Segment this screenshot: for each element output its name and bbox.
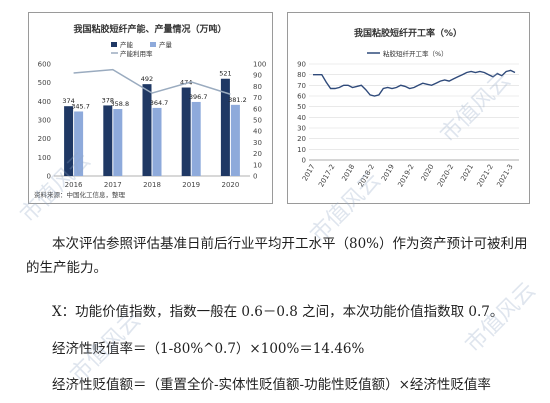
bar-capacity [220,78,230,176]
figure-source: 资料来源：中国化工信息，整理 [34,190,126,199]
paragraph-economic-depreciation-amount: 经济性贬值额＝（重置全价-实体性贬值额-功能性贬值额）×经济性贬值率 [52,377,491,393]
bar-label-output: 358.8 [110,100,129,108]
bar-label-output: 381.2 [228,96,247,104]
bar-output [152,107,162,176]
y-tick-label: 60 [297,93,306,101]
bar-label-output: 364.7 [150,99,169,107]
legend-swatch-capacity [111,42,117,47]
legend-swatch-output [150,42,156,47]
y-tick-label: 80 [297,71,306,79]
y-tick-label: 10 [297,146,306,154]
y-tick-label: 100 [38,154,51,162]
y-tick-label: 20 [297,135,306,143]
bar-label-capacity: 374 [62,97,74,105]
x-tick-label: 2019 [182,181,200,189]
legend-rate: 粘胶短纤开工率（%） [383,49,448,58]
legend-output: 产量 [159,40,173,49]
y2-tick-label: 30 [253,139,262,147]
bar-capacity [181,87,191,176]
y-tick-label: 90 [297,61,306,69]
capacity-output-figure: 我国粘胶短纤产能、产量情况（万吨） 产能 产量 产能利用率 0 100 200 300… [28,12,273,204]
bar-label-capacity: 474 [180,79,192,87]
bar-label-output: 345.7 [71,102,90,110]
bar-output [74,111,84,176]
bar-capacity [64,106,74,176]
paragraph-function-index: X：功能价值指数，指数一般在 0.6－0.8 之间，本次功能价值指数取 0.7。 [52,304,504,320]
bar-label-output: 396.7 [189,93,208,101]
y-tick-label: 400 [38,98,51,106]
y2-tick-label: 100 [253,61,266,69]
y2-tick-label: 70 [253,94,262,102]
y-tick-label: 30 [297,125,306,133]
y-tick-label: 0 [302,157,306,165]
bar-capacity [103,105,113,176]
x-tick-label: 2017 [104,181,122,189]
y2-tick-label: 0 [253,173,257,181]
x-tick-label: 2018 [143,181,161,189]
y-tick-label: 200 [38,135,51,143]
y2-tick-label: 90 [253,72,262,80]
y2-tick-label: 10 [253,161,262,169]
bar-label-capacity: 492 [141,75,153,83]
x-tick-label: 2020 [221,181,239,189]
chart-legend: 产能 产量 产能利用率 [111,40,173,58]
bar-output [230,104,240,176]
bar-output [191,101,201,176]
bar-label-capacity: 521 [219,70,231,78]
utilization-rate-figure: 我国粘胶短纤开工率（%） 粘胶短纤开工率（%） 0 10 20 30 40 50 60 70 8… [287,12,530,204]
y2-tick-label: 80 [253,83,262,91]
y2-tick-label: 60 [253,105,262,113]
line-utilization [73,68,231,95]
bar-output [113,109,123,176]
figure-border [287,12,530,204]
chart-legend: 粘胶短纤开工率（%） [367,49,448,58]
y2-tick-label: 40 [253,128,262,136]
legend-capacity: 产能 [120,40,134,49]
paragraph-economic-depreciation-rate: 经济性贬值率＝（1-80%^0.7）×100%＝14.46% [52,341,365,357]
line-utilization-rate [313,69,516,97]
y-tick-label: 500 [38,79,51,87]
x-tick-label: 2016 [65,181,83,189]
paragraph-utilization-basis: 本次评估参照评估基准日前后行业平均开工水平（80%）作为资产预计可被利用的生产能… [26,236,528,276]
y2-tick-label: 50 [253,117,262,125]
bar-capacity [142,84,152,176]
capacity-output-chart: 我国粘胶短纤产能、产量情况（万吨） 产能 产量 产能利用率 0100200300… [28,12,273,204]
bar-label-capacity: 378 [102,96,114,104]
chart-title: 我国粘胶短纤产能、产量情况（万吨） [73,23,226,35]
y-tick-label: 70 [297,82,306,90]
y2-tick-label: 20 [253,150,262,158]
y-tick-label: 600 [38,61,51,69]
legend-utilization: 产能利用率 [120,49,153,58]
chart-title: 我国粘胶短纤开工率（%） [354,27,462,39]
y-tick-label: 0 [47,173,51,181]
y-tick-label: 40 [297,114,306,122]
utilization-rate-chart: 我国粘胶短纤开工率（%） 粘胶短纤开工率（%） 0 10 20 30 40 50 60 70 8… [287,12,530,204]
y-tick-label: 50 [297,103,306,111]
y-tick-label: 300 [38,117,51,125]
